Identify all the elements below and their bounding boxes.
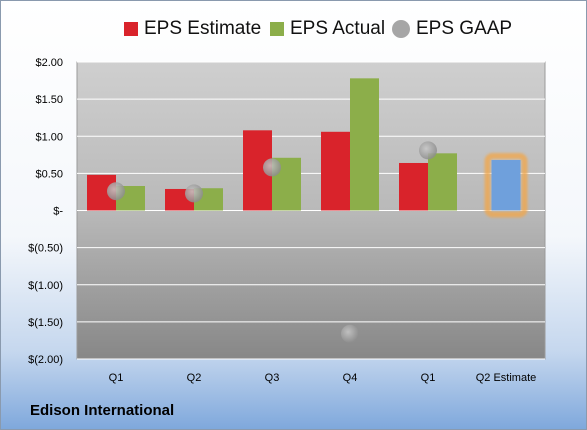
bar-eps-actual (350, 78, 379, 211)
legend-item-eps-estimate: EPS Estimate (124, 14, 261, 44)
legend-swatch-eps-estimate (124, 22, 138, 36)
y-tick-label: $(2.00) (28, 354, 63, 366)
projection-glow (484, 153, 528, 218)
x-tick-label: Q1 (421, 372, 436, 384)
legend: EPS Estimate EPS Actual EPS GAAP (0, 14, 587, 44)
y-tick-label: $- (53, 206, 63, 218)
bar-eps-estimate (321, 131, 350, 211)
y-tick-label: $(1.50) (28, 317, 63, 329)
x-tick-label: Q2 Estimate (476, 372, 537, 384)
legend-item-eps-actual: EPS Actual (270, 14, 385, 44)
x-tick-label: Q2 (187, 372, 202, 384)
legend-swatch-eps-actual (270, 22, 284, 36)
y-tick-label: $(1.00) (28, 280, 63, 292)
company-name: Edison International (30, 402, 175, 419)
bar-eps-projection (491, 160, 521, 211)
legend-label-eps-estimate: EPS Estimate (144, 18, 262, 39)
legend-item-eps-gaap: EPS GAAP (392, 14, 512, 44)
bar-eps-estimate (399, 162, 428, 211)
legend-dot-eps-gaap (392, 20, 410, 38)
y-tick-label: $(0.50) (28, 243, 63, 255)
point-eps-gaap (185, 184, 203, 203)
y-tick-label: $0.50 (35, 168, 63, 180)
y-tick-label: $1.50 (35, 94, 63, 106)
x-tick-label: Q4 (343, 372, 358, 384)
legend-label-eps-actual: EPS Actual (290, 18, 386, 39)
point-eps-gaap (107, 182, 125, 201)
y-tick-label: $2.00 (35, 57, 63, 69)
y-tick-label: $1.00 (35, 131, 63, 143)
bar-eps-actual (428, 153, 457, 211)
legend-label-eps-gaap: EPS GAAP (416, 18, 513, 39)
x-tick-label: Q1 (109, 372, 124, 384)
point-eps-gaap (419, 141, 437, 160)
point-eps-gaap (263, 158, 281, 177)
x-tick-label: Q3 (265, 372, 280, 384)
point-eps-gaap (341, 324, 359, 343)
